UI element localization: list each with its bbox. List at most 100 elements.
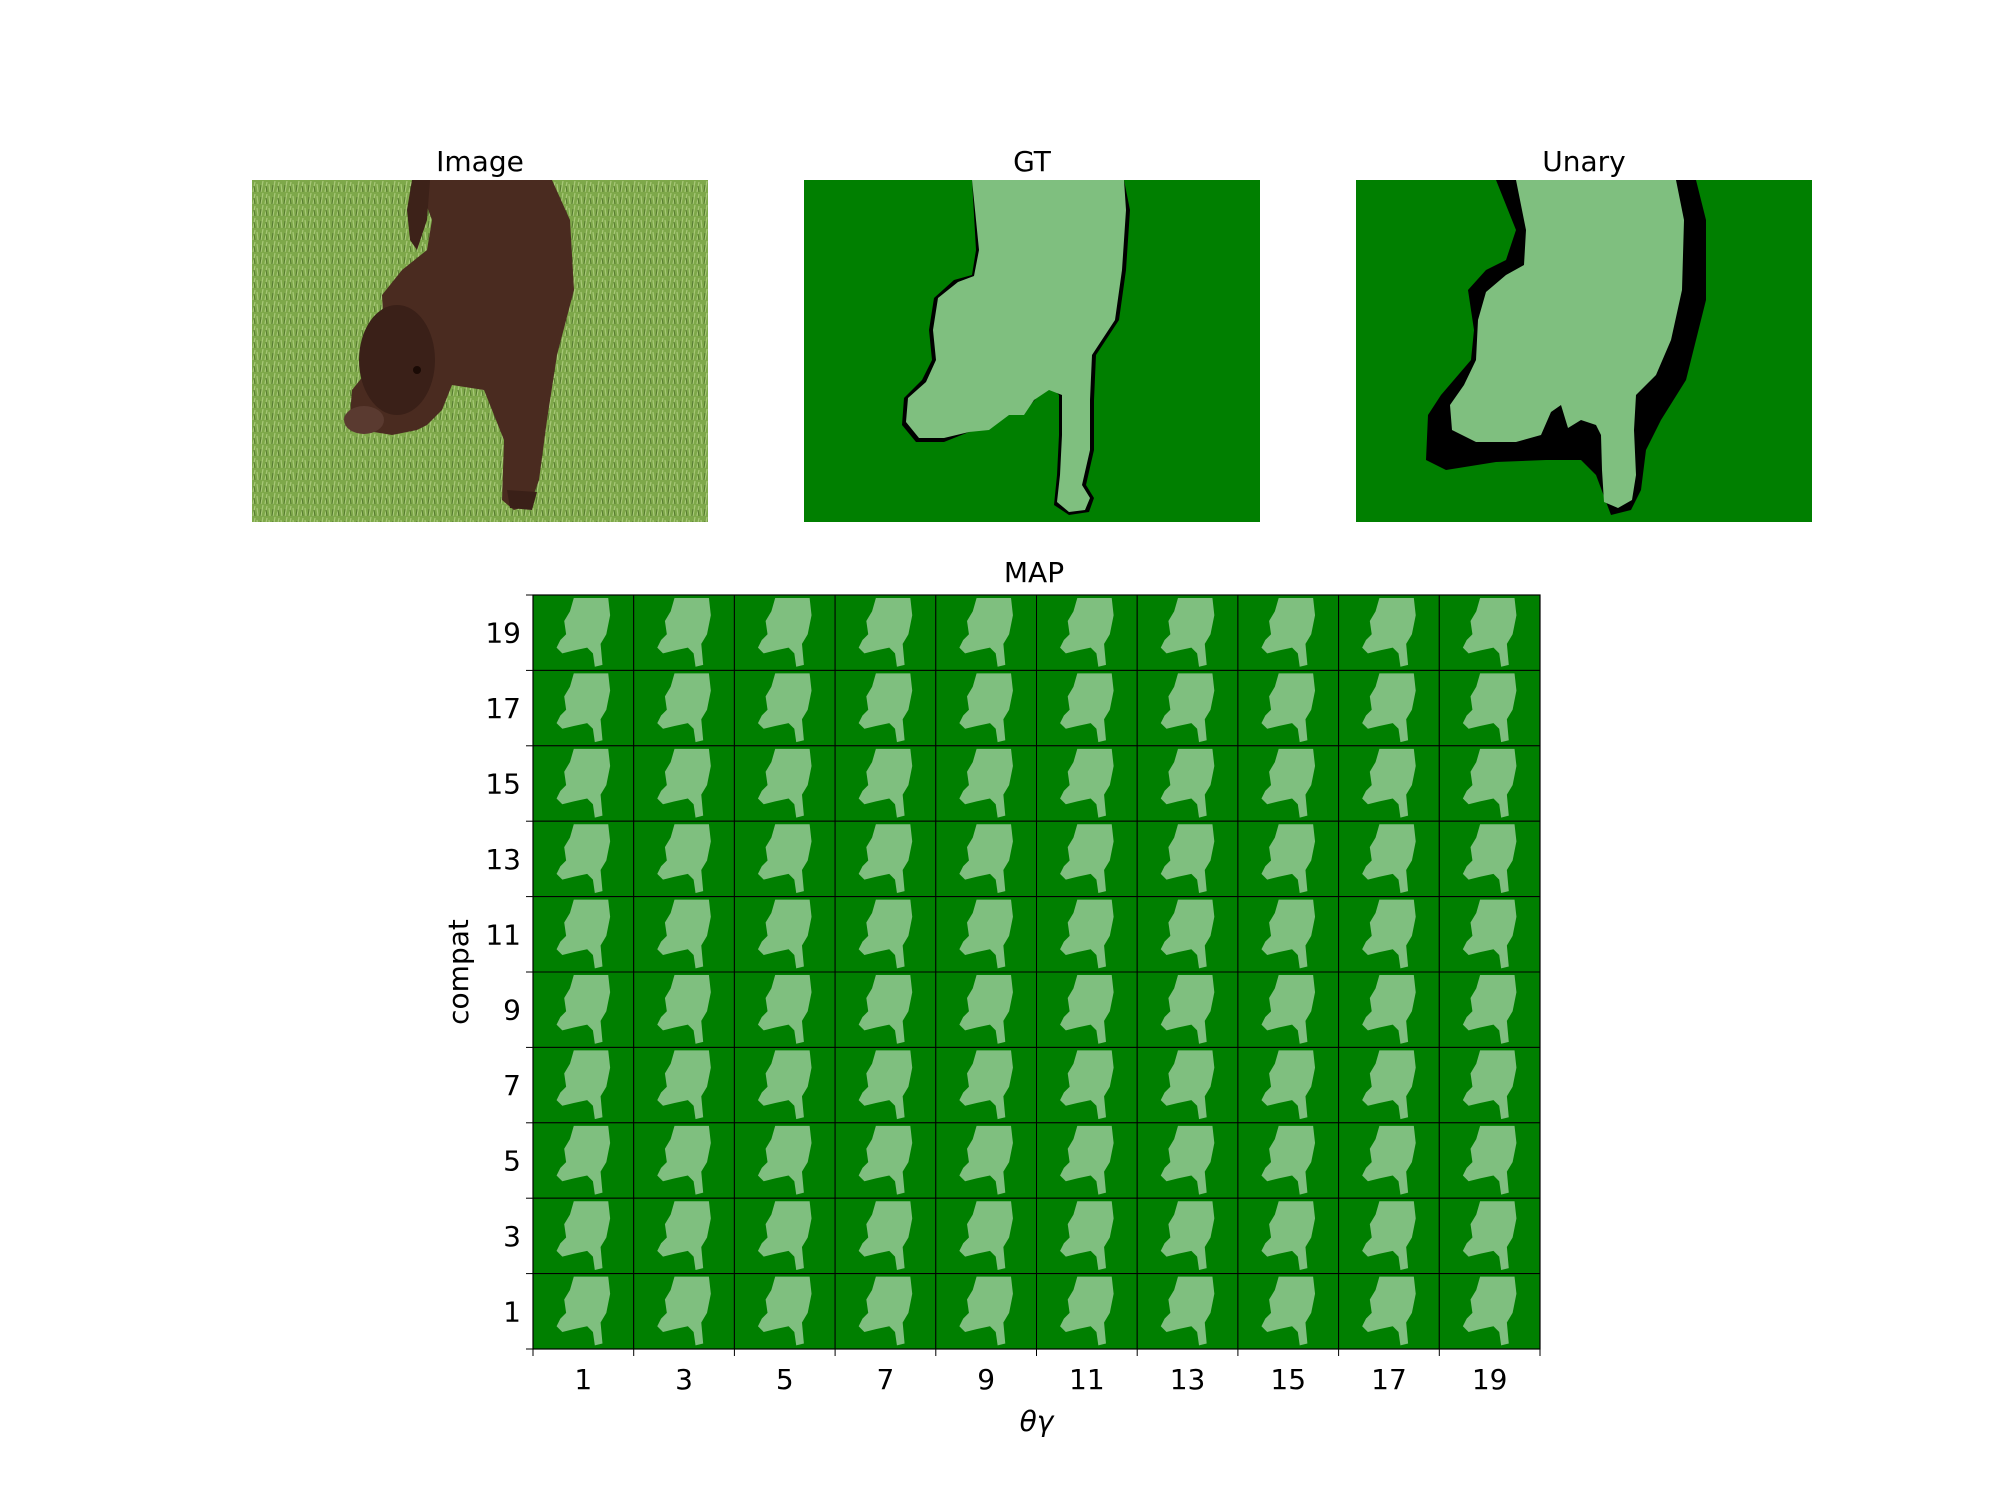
map-cell [1338,820,1440,898]
x-tick-label: 5 [776,1363,794,1396]
map-cell [1136,1122,1239,1199]
map-cell [834,1122,937,1199]
map-cell [834,1197,937,1275]
map-cell [834,1046,937,1124]
map-cell [1036,745,1138,822]
map-cell [633,669,735,747]
map-cell [1036,594,1138,671]
map-cell [733,1197,836,1275]
map-cell [633,1197,735,1275]
y-tick-label: 1 [503,1295,521,1328]
map-cell [1438,669,1541,747]
map-cell [733,896,836,973]
x-tick-label: 13 [1170,1363,1206,1396]
unary-title: Unary [1542,145,1626,178]
map-cell [935,745,1037,822]
map-cell [532,971,635,1048]
map-cell [1036,1046,1138,1124]
map-cell [633,971,735,1048]
map-cell [834,594,937,671]
map-cell [633,820,735,898]
map-cell [633,745,735,822]
map-cell [1438,1122,1541,1199]
map-cell [532,1197,635,1275]
map-cell [633,594,735,671]
map-cell [1338,971,1440,1048]
map-cell [1338,1273,1440,1350]
map-cell [733,1273,836,1350]
map-cell [1237,896,1340,973]
x-axis-label: θγ [1020,1405,1055,1438]
x-tick-label: 15 [1270,1363,1306,1396]
map-cell [935,1122,1037,1199]
map-cell [1338,1197,1440,1275]
map-cell [1136,669,1239,747]
map-cell [935,669,1037,747]
map-cell [1338,669,1440,747]
x-tick-label: 7 [877,1363,895,1396]
map-cell [633,896,735,973]
map-cell [633,1122,735,1199]
map-cell [1438,896,1541,973]
map-cell [1438,1046,1541,1124]
map-cell [1237,971,1340,1048]
map-cell [1438,1197,1541,1275]
map-cell [1036,971,1138,1048]
map-cell [935,1273,1037,1350]
map-cell [733,1046,836,1124]
map-cell [1036,669,1138,747]
map-cell [633,1046,735,1124]
map-cell [1036,820,1138,898]
x-tick-label: 9 [977,1363,995,1396]
map-cell [633,1273,735,1350]
map-cell [532,745,635,822]
map-cell [834,896,937,973]
map-cell [532,896,635,973]
map-title: MAP [1003,556,1065,589]
map-cell [1136,971,1239,1048]
map-cell [935,1046,1037,1124]
input-photo [252,180,708,522]
map-cell [834,1273,937,1350]
map-cell [1237,594,1340,671]
map-cell [834,820,937,898]
map-cell [935,820,1037,898]
map-cell [1036,1197,1138,1275]
map-cell [1438,971,1541,1048]
y-tick-label: 9 [503,994,521,1027]
map-cell [532,1046,635,1124]
map-cell [1136,745,1239,822]
map-cell [532,820,635,898]
y-tick-label: 17 [485,692,521,725]
map-cell [1338,745,1440,822]
map-cell [1136,1197,1239,1275]
map-cell [935,896,1037,973]
x-tick-label: 19 [1472,1363,1508,1396]
y-tick-label: 3 [503,1220,521,1253]
y-tick-label: 13 [485,843,521,876]
map-cell [733,745,836,822]
gt-title: GT [1013,145,1051,178]
unary-mask [1356,180,1812,522]
map-cell [935,594,1037,671]
map-cell [834,745,937,822]
image-title: Image [436,145,524,178]
map-cell [733,1122,836,1199]
map-cell [532,1273,635,1350]
map-cell [733,669,836,747]
y-tick-label: 19 [485,617,521,650]
x-tick-label: 11 [1069,1363,1105,1396]
y-tick-label: 15 [485,768,521,801]
map-cell [1338,594,1440,671]
map-cell [1438,594,1541,671]
dog-shape [344,180,574,510]
x-tick-label: 3 [675,1363,693,1396]
map-cell [1438,820,1541,898]
map-cell [1036,1273,1138,1350]
map-cell [1237,1122,1340,1199]
map-cell [1237,745,1340,822]
map-cell [1237,669,1340,747]
map-cell [1438,745,1541,822]
x-tick-label: 1 [574,1363,592,1396]
